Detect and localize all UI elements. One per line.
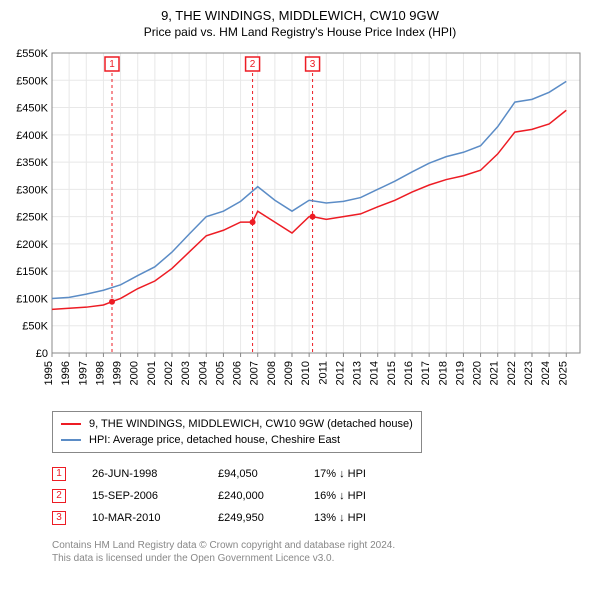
svg-text:£200K: £200K: [16, 239, 48, 251]
svg-text:2012: 2012: [334, 361, 346, 385]
svg-text:£500K: £500K: [16, 75, 48, 87]
svg-text:2002: 2002: [163, 361, 175, 385]
svg-text:2003: 2003: [180, 361, 192, 385]
legend-swatch-red: [61, 423, 81, 425]
svg-text:3: 3: [310, 59, 316, 70]
svg-text:2006: 2006: [232, 361, 244, 385]
svg-text:1999: 1999: [112, 361, 124, 385]
svg-text:£150K: £150K: [16, 266, 48, 278]
table-row: 3 10-MAR-2010 £249,950 13% ↓ HPI: [52, 507, 590, 529]
svg-text:£350K: £350K: [16, 157, 48, 169]
page-subtitle: Price paid vs. HM Land Registry's House …: [10, 25, 590, 39]
svg-text:1998: 1998: [94, 361, 106, 385]
sale-price: £94,050: [218, 463, 288, 485]
legend-swatch-blue: [61, 439, 81, 441]
svg-text:2017: 2017: [420, 361, 432, 385]
svg-text:2019: 2019: [454, 361, 466, 385]
legend-label-hpi: HPI: Average price, detached house, Ches…: [89, 432, 340, 448]
svg-text:2021: 2021: [489, 361, 501, 385]
svg-text:2010: 2010: [300, 361, 312, 385]
svg-text:2: 2: [250, 59, 256, 70]
svg-text:2011: 2011: [317, 361, 329, 385]
sale-date: 10-MAR-2010: [92, 507, 192, 529]
svg-text:£50K: £50K: [22, 321, 48, 333]
svg-text:£450K: £450K: [16, 103, 48, 115]
sale-diff: 13% ↓ HPI: [314, 507, 404, 529]
svg-text:1996: 1996: [60, 361, 72, 385]
svg-text:2016: 2016: [403, 361, 415, 385]
svg-text:2013: 2013: [352, 361, 364, 385]
page-title: 9, THE WINDINGS, MIDDLEWICH, CW10 9GW: [10, 8, 590, 23]
price-chart: £0 £50K £100K £150K £200K £250K £300K £350K £400…: [10, 45, 590, 405]
footer-attribution: Contains HM Land Registry data © Crown c…: [52, 539, 590, 565]
svg-text:£400K: £400K: [16, 130, 48, 142]
sale-price: £240,000: [218, 485, 288, 507]
table-row: 2 15-SEP-2006 £240,000 16% ↓ HPI: [52, 485, 590, 507]
svg-text:£300K: £300K: [16, 184, 48, 196]
footer-line2: This data is licensed under the Open Gov…: [52, 552, 590, 565]
svg-text:£250K: £250K: [16, 212, 48, 224]
svg-text:2008: 2008: [266, 361, 278, 385]
svg-text:2004: 2004: [197, 361, 209, 385]
svg-text:2018: 2018: [437, 361, 449, 385]
footer-line1: Contains HM Land Registry data © Crown c…: [52, 539, 590, 552]
sale-date: 15-SEP-2006: [92, 485, 192, 507]
svg-text:2022: 2022: [506, 361, 518, 385]
svg-text:2020: 2020: [472, 361, 484, 385]
svg-text:2009: 2009: [283, 361, 295, 385]
svg-text:2014: 2014: [369, 361, 381, 385]
sale-marker-icon: 1: [52, 467, 66, 481]
svg-text:2005: 2005: [214, 361, 226, 385]
svg-text:2000: 2000: [129, 361, 141, 385]
svg-text:2015: 2015: [386, 361, 398, 385]
legend-label-property: 9, THE WINDINGS, MIDDLEWICH, CW10 9GW (d…: [89, 416, 413, 432]
svg-text:2023: 2023: [523, 361, 535, 385]
sale-diff: 17% ↓ HPI: [314, 463, 404, 485]
sale-date: 26-JUN-1998: [92, 463, 192, 485]
svg-text:2001: 2001: [146, 361, 158, 385]
svg-text:2007: 2007: [249, 361, 261, 385]
sale-price: £249,950: [218, 507, 288, 529]
legend-item-property: 9, THE WINDINGS, MIDDLEWICH, CW10 9GW (d…: [61, 416, 413, 432]
svg-text:£550K: £550K: [16, 48, 48, 60]
svg-text:£100K: £100K: [16, 293, 48, 305]
table-row: 1 26-JUN-1998 £94,050 17% ↓ HPI: [52, 463, 590, 485]
legend-item-hpi: HPI: Average price, detached house, Ches…: [61, 432, 413, 448]
chart-legend: 9, THE WINDINGS, MIDDLEWICH, CW10 9GW (d…: [52, 411, 422, 453]
svg-text:2025: 2025: [557, 361, 569, 385]
sale-marker-icon: 2: [52, 489, 66, 503]
sale-diff: 16% ↓ HPI: [314, 485, 404, 507]
sales-table: 1 26-JUN-1998 £94,050 17% ↓ HPI 2 15-SEP…: [52, 463, 590, 529]
svg-text:£0: £0: [36, 348, 48, 360]
svg-text:1997: 1997: [77, 361, 89, 385]
svg-text:1: 1: [109, 59, 115, 70]
svg-text:1995: 1995: [43, 361, 55, 385]
svg-text:2024: 2024: [540, 361, 552, 385]
sale-marker-icon: 3: [52, 511, 66, 525]
